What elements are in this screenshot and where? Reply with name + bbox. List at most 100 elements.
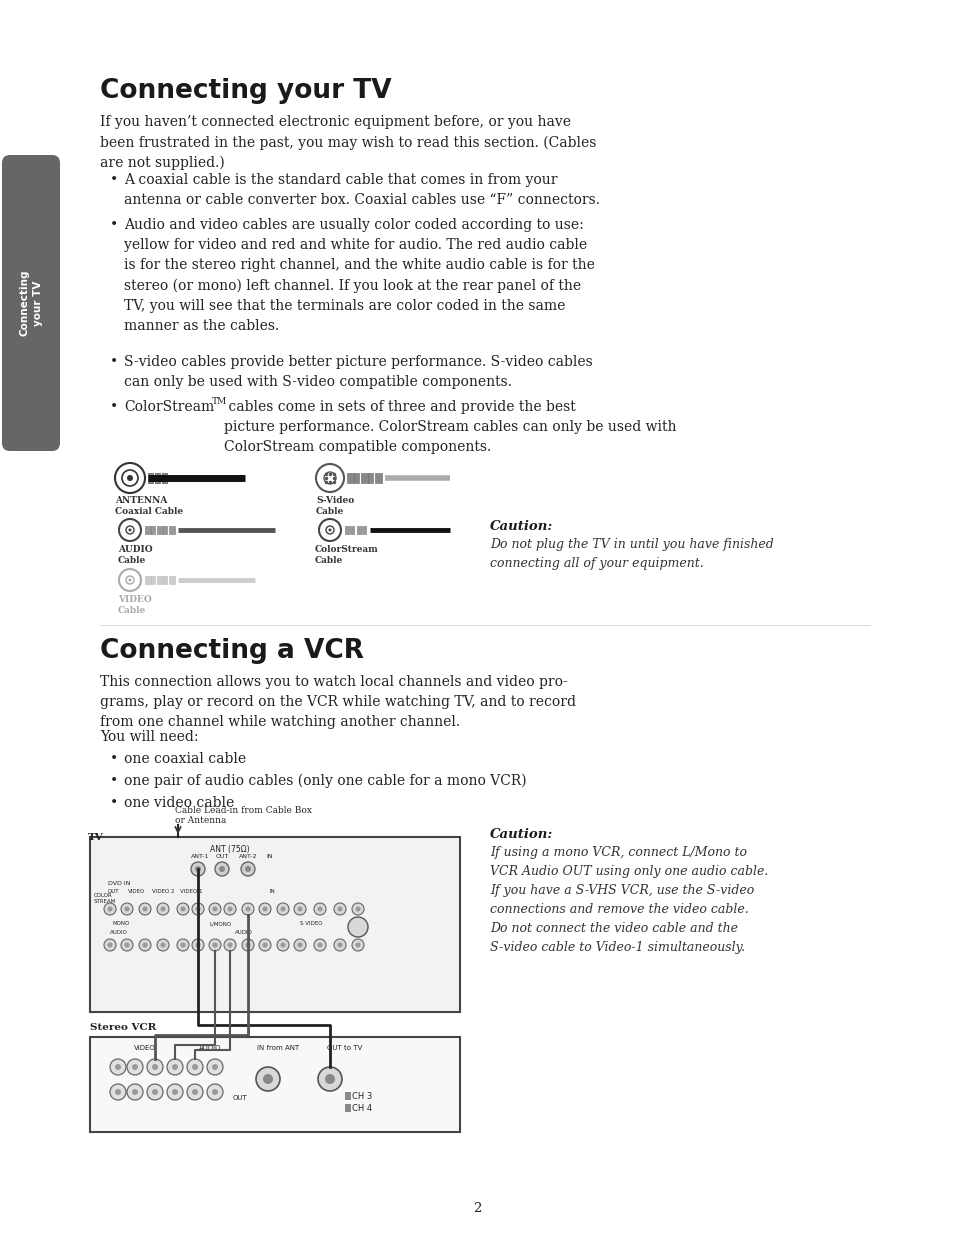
Text: ColorStream
Cable: ColorStream Cable — [314, 545, 378, 566]
Circle shape — [262, 942, 267, 947]
Circle shape — [147, 1084, 163, 1100]
Text: If you haven’t connected electronic equipment before, or you have
been frustrate: If you haven’t connected electronic equi… — [100, 115, 596, 170]
Text: •: • — [110, 797, 118, 810]
Circle shape — [227, 942, 233, 947]
Circle shape — [121, 903, 132, 915]
Circle shape — [212, 1089, 218, 1095]
Circle shape — [314, 903, 326, 915]
Circle shape — [314, 939, 326, 951]
Circle shape — [280, 906, 285, 911]
Text: Caution:: Caution: — [490, 827, 553, 841]
Circle shape — [110, 1058, 126, 1074]
Text: VIDEO 1: VIDEO 1 — [180, 889, 202, 894]
Circle shape — [334, 939, 346, 951]
Circle shape — [108, 942, 112, 947]
Circle shape — [129, 529, 132, 531]
Text: OUT: OUT — [108, 889, 119, 894]
Circle shape — [177, 939, 189, 951]
Circle shape — [224, 903, 235, 915]
Circle shape — [132, 1089, 138, 1095]
Circle shape — [127, 475, 132, 480]
Circle shape — [157, 903, 169, 915]
Circle shape — [191, 862, 205, 876]
Circle shape — [355, 942, 360, 947]
Circle shape — [352, 903, 364, 915]
Text: S-Video
Cable: S-Video Cable — [315, 496, 354, 516]
Circle shape — [192, 939, 204, 951]
Text: one video cable: one video cable — [124, 797, 234, 810]
Bar — [345, 1104, 351, 1112]
Circle shape — [276, 903, 289, 915]
Circle shape — [115, 1089, 121, 1095]
Circle shape — [167, 1058, 183, 1074]
Bar — [356, 526, 361, 534]
Text: IN: IN — [270, 889, 275, 894]
Bar — [351, 526, 354, 534]
Bar — [151, 526, 154, 534]
Circle shape — [209, 939, 221, 951]
Circle shape — [192, 903, 204, 915]
Circle shape — [160, 906, 165, 911]
Bar — [163, 576, 167, 584]
Circle shape — [180, 942, 185, 947]
Text: •: • — [110, 752, 118, 766]
Circle shape — [172, 1065, 178, 1070]
Circle shape — [147, 1058, 163, 1074]
Bar — [90, 837, 459, 1011]
Circle shape — [192, 1089, 198, 1095]
Circle shape — [212, 1065, 218, 1070]
Circle shape — [195, 906, 200, 911]
Circle shape — [297, 906, 302, 911]
Circle shape — [194, 866, 201, 872]
Text: cables come in sets of three and provide the best
picture performance. ColorStre: cables come in sets of three and provide… — [224, 400, 676, 454]
Text: Do not plug the TV in until you have finished
connecting all of your equipment.: Do not plug the TV in until you have fin… — [490, 538, 773, 571]
Circle shape — [167, 1084, 183, 1100]
Text: Cable Lead-in from Cable Box: Cable Lead-in from Cable Box — [174, 806, 312, 815]
Text: one pair of audio cables (only one cable for a mono VCR): one pair of audio cables (only one cable… — [124, 774, 526, 788]
Circle shape — [317, 1067, 341, 1091]
Circle shape — [262, 906, 267, 911]
Circle shape — [127, 1058, 143, 1074]
Circle shape — [127, 1084, 143, 1100]
Circle shape — [348, 918, 368, 937]
Bar — [169, 576, 174, 584]
Circle shape — [280, 942, 285, 947]
Text: AUDIO
Cable: AUDIO Cable — [118, 545, 152, 566]
Circle shape — [219, 866, 225, 872]
Bar — [375, 473, 381, 483]
Circle shape — [355, 906, 360, 911]
Text: COLOR
STREAM: COLOR STREAM — [94, 893, 116, 904]
Circle shape — [334, 903, 346, 915]
Circle shape — [192, 1065, 198, 1070]
Text: Connecting
your TV: Connecting your TV — [19, 269, 43, 336]
Text: ANTENNA
Coaxial Cable: ANTENNA Coaxial Cable — [115, 496, 183, 516]
Circle shape — [227, 906, 233, 911]
Circle shape — [337, 942, 342, 947]
Text: VIDEO: VIDEO — [128, 889, 145, 894]
Circle shape — [214, 862, 229, 876]
Circle shape — [207, 1058, 223, 1074]
Circle shape — [157, 939, 169, 951]
Bar — [345, 1092, 351, 1100]
Circle shape — [325, 1074, 335, 1084]
Bar — [145, 526, 151, 534]
Circle shape — [172, 1089, 178, 1095]
Text: Connecting your TV: Connecting your TV — [100, 78, 392, 104]
Bar — [363, 526, 366, 534]
Circle shape — [297, 942, 302, 947]
Circle shape — [337, 906, 342, 911]
Bar — [151, 576, 154, 584]
Circle shape — [352, 939, 364, 951]
Circle shape — [224, 939, 235, 951]
Circle shape — [108, 906, 112, 911]
Circle shape — [110, 1084, 126, 1100]
Text: 2: 2 — [473, 1202, 480, 1215]
Bar — [354, 473, 358, 483]
Text: VIDEO: VIDEO — [134, 1045, 155, 1051]
Circle shape — [213, 942, 217, 947]
Circle shape — [294, 939, 306, 951]
Circle shape — [255, 1067, 280, 1091]
Text: •: • — [110, 173, 118, 186]
Text: L/MONO: L/MONO — [210, 921, 232, 926]
Bar — [368, 473, 373, 483]
